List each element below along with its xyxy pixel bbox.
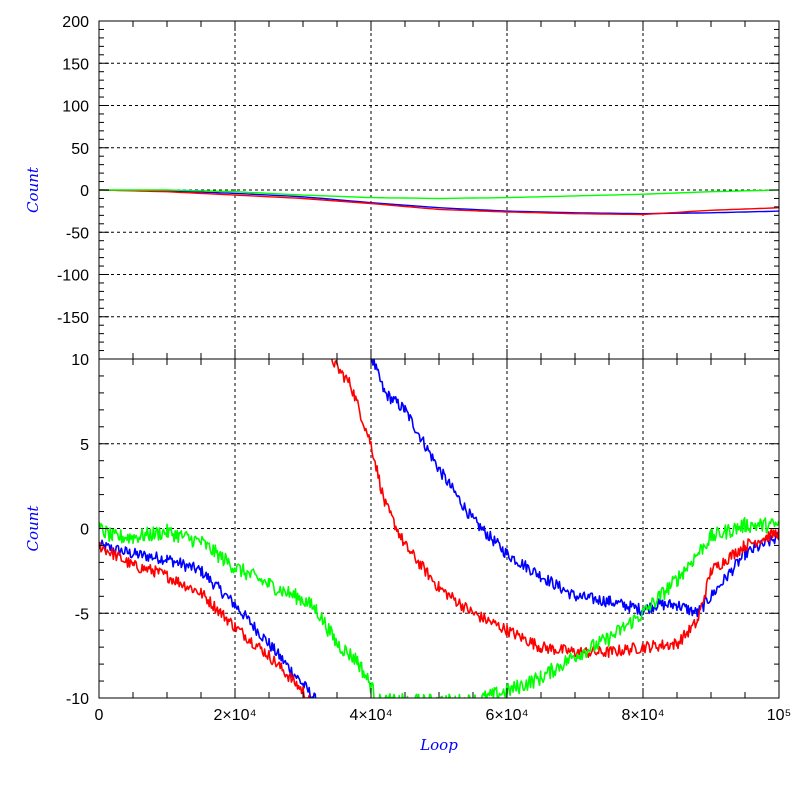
top-y-tick-label: 100	[62, 99, 89, 116]
bottom-tick-labels: 10 5 0 -5 -10 0 2×10⁴ 4×10⁴ 6×10⁴ 8×10⁴ 10⁵	[66, 352, 791, 724]
top-y-tick-label: 200	[62, 14, 89, 31]
bottom-y-tick-label: 5	[80, 437, 89, 454]
top-series-line-3	[99, 189, 779, 200]
top-y-tick-label: -50	[66, 225, 89, 242]
bottom-series	[99, 359, 779, 698]
bottom-x-tick-label: 2×10⁴	[214, 707, 257, 724]
top-panel: 200 150 100 50 0 -50 -100 -150 Count	[24, 14, 780, 360]
top-series	[99, 189, 779, 216]
bottom-x-tick-label: 8×10⁴	[622, 707, 665, 724]
top-y-tick-label: 0	[80, 183, 89, 200]
bottom-y-tick-label: -5	[75, 606, 89, 623]
bottom-y-tick-label: 10	[71, 352, 89, 369]
top-tick-labels: 200 150 100 50 0 -50 -100 -150	[57, 14, 89, 327]
top-grid	[99, 21, 779, 359]
top-ticks	[98, 20, 780, 360]
bottom-y-tick-label: 0	[80, 522, 89, 539]
top-y-tick-label: -150	[57, 310, 89, 327]
bottom-series-line-2	[99, 359, 779, 698]
bottom-series-line-3	[99, 517, 779, 698]
bottom-frame	[98, 358, 780, 699]
bottom-x-tick-label: 0	[95, 707, 104, 724]
bottom-grid	[99, 359, 779, 698]
top-y-tick-label: 50	[71, 141, 89, 158]
top-y-tick-label: -100	[57, 268, 89, 285]
top-y-tick-label: 150	[62, 56, 89, 73]
bottom-series-line-1	[99, 359, 779, 698]
top-y-axis-label: Count	[24, 166, 42, 213]
bottom-x-tick-label: 4×10⁴	[350, 707, 393, 724]
bottom-y-axis-label: Count	[24, 505, 42, 552]
top-series-line-2	[99, 189, 779, 216]
bottom-x-tick-label: 6×10⁴	[486, 707, 529, 724]
bottom-x-tick-label: 10⁵	[767, 707, 791, 724]
bottom-y-tick-label: -10	[66, 691, 89, 708]
bottom-x-axis-label: Loop	[419, 736, 458, 754]
